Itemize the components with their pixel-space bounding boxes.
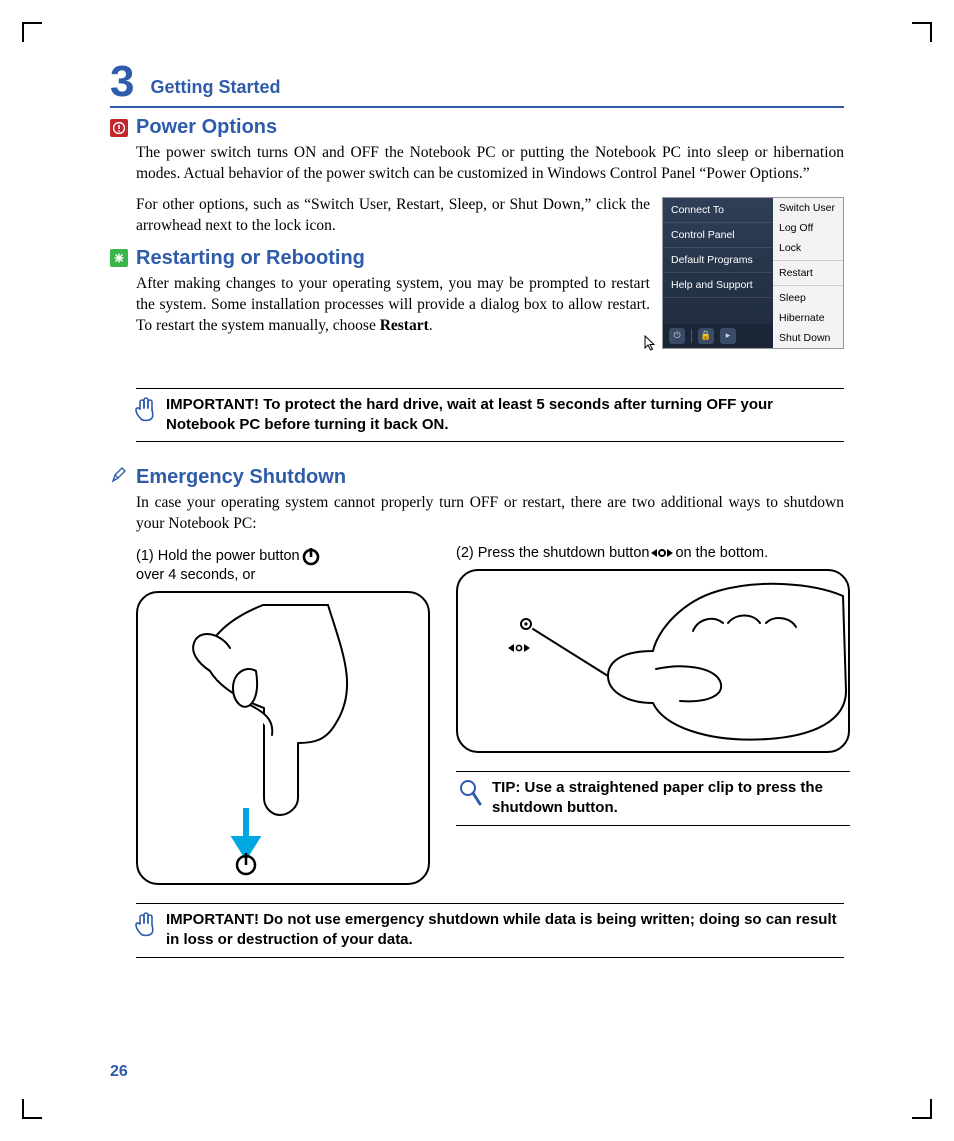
power-icon: ⏻ <box>669 328 685 344</box>
body-text: The power switch turns ON and OFF the No… <box>136 143 844 185</box>
hand-icon <box>132 910 158 946</box>
section-heading-row: Power Options <box>110 116 844 139</box>
crop-mark <box>912 22 932 42</box>
shutdown-option-2: (2) Press the shutdown button on the bot… <box>456 545 850 885</box>
chevron-right-icon: ▸ <box>720 328 736 344</box>
callout-text: IMPORTANT! Do not use emergency shutdown… <box>166 911 837 948</box>
reset-glyph-icon <box>649 546 675 560</box>
power-icon <box>300 545 322 567</box>
menu-item: Connect To <box>663 198 773 223</box>
shutdown-columns: (1) Hold the power button over 4 seconds… <box>136 545 844 885</box>
important-callout: IMPORTANT! Do not use emergency shutdown… <box>136 903 844 958</box>
crop-mark <box>22 22 42 42</box>
cursor-icon <box>644 335 656 351</box>
important-callout: IMPORTANT! To protect the hard drive, wa… <box>136 388 844 443</box>
manual-page: 3 Getting Started Power Options The powe… <box>0 0 954 1141</box>
pencil-icon <box>110 466 128 489</box>
magnifier-icon <box>458 778 484 814</box>
section-heading-row: Emergency Shutdown <box>110 466 844 489</box>
menu-item: Shut Down <box>773 328 843 348</box>
section-heading: Power Options <box>136 116 277 139</box>
restart-icon <box>110 249 128 267</box>
chapter-header: 3 Getting Started <box>110 60 844 108</box>
section-heading-row: Restarting or Rebooting <box>110 247 650 270</box>
menu-item: Switch User <box>773 198 843 218</box>
menu-item: Default Programs <box>663 248 773 273</box>
caption: (1) Hold the power button over 4 seconds… <box>136 545 430 583</box>
hand-icon <box>132 395 158 431</box>
menu-item: Log Off <box>773 218 843 238</box>
menu-item: Lock <box>773 238 843 258</box>
shutdown-option-1: (1) Hold the power button over 4 seconds… <box>136 545 430 885</box>
lock-icon: 🔒 <box>698 328 714 344</box>
illustration-hold-power <box>136 591 430 885</box>
section-heading: Emergency Shutdown <box>136 466 346 489</box>
chapter-title: Getting Started <box>150 77 280 98</box>
caption-span: over 4 seconds, or <box>136 567 255 583</box>
caption-span: (1) Hold the power button <box>136 548 300 564</box>
body-bold: Restart <box>380 317 429 334</box>
section-heading: Restarting or Rebooting <box>136 247 365 270</box>
menu-item: Help and Support <box>663 273 773 298</box>
crop-mark <box>22 1099 42 1119</box>
start-menu-screenshot: Connect To Control Panel Default Program… <box>662 197 844 370</box>
illustration-pinhole <box>456 569 850 753</box>
menu-item: Control Panel <box>663 223 773 248</box>
body-span: . <box>429 317 433 334</box>
caption: (2) Press the shutdown button on the bot… <box>456 545 850 561</box>
crop-mark <box>912 1099 932 1119</box>
menu-item: Sleep <box>773 288 843 308</box>
page-number: 26 <box>110 1063 128 1081</box>
menu-item: Hibernate <box>773 308 843 328</box>
tip-text: TIP: Use a straightened paper clip to pr… <box>492 779 823 816</box>
exclaim-icon <box>110 119 128 137</box>
chapter-number: 3 <box>110 60 134 104</box>
callout-text: IMPORTANT! To protect the hard drive, wa… <box>166 396 773 433</box>
tip-callout: TIP: Use a straightened paper clip to pr… <box>456 771 850 826</box>
menu-item: Restart <box>773 263 843 283</box>
body-text: In case your operating system cannot pro… <box>136 493 844 535</box>
caption-span: on the bottom. <box>675 545 768 561</box>
caption-span: (2) Press the shutdown button <box>456 545 649 561</box>
